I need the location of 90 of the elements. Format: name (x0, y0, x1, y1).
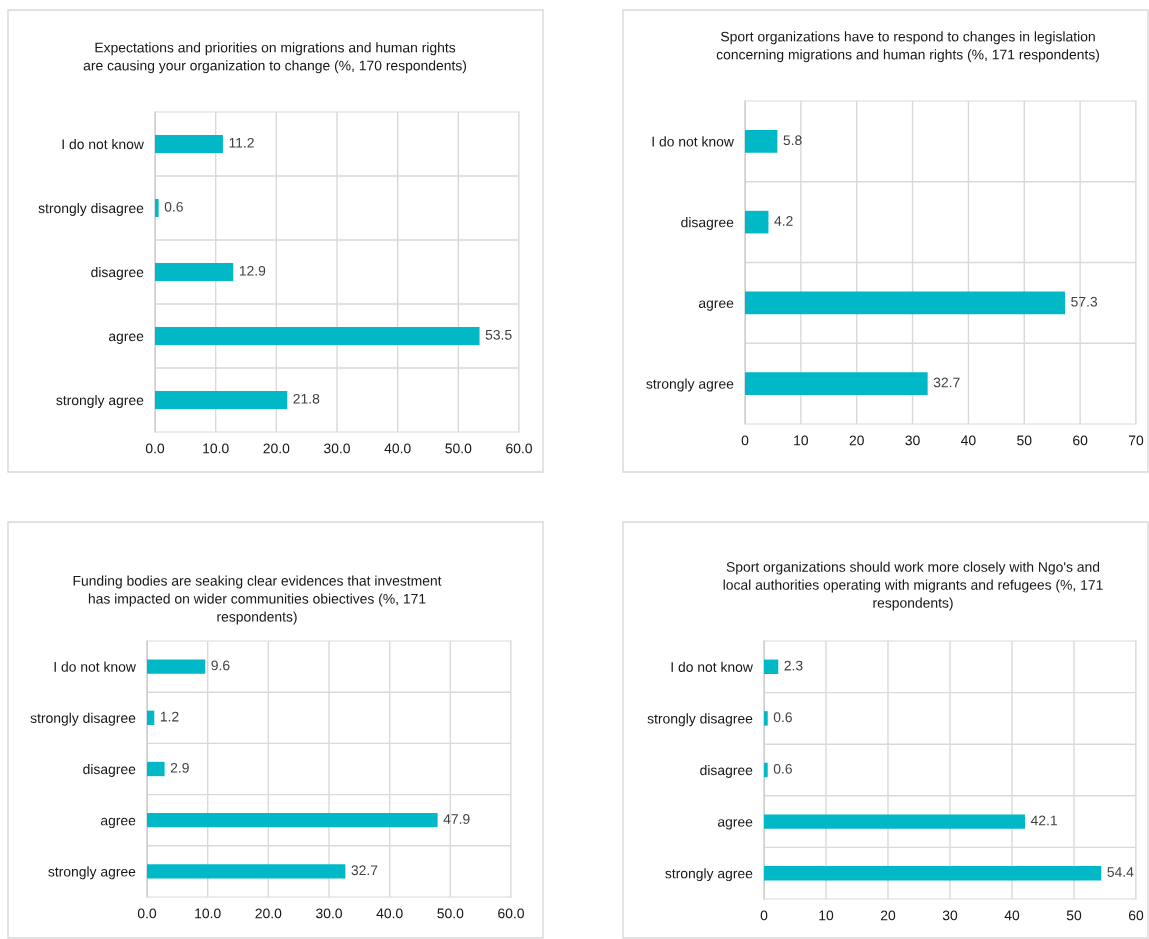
y-tick-label: strongly agree (48, 866, 136, 880)
x-tick-label: 40 (961, 435, 976, 446)
y-tick-label: agree (108, 333, 144, 344)
bar (147, 813, 438, 828)
data-label: 42.1 (1030, 815, 1057, 826)
data-label: 32.7 (933, 377, 960, 388)
x-tick-label: 60.0 (498, 908, 524, 919)
x-tick-label: 30 (942, 910, 958, 921)
data-label: 1.2 (160, 711, 179, 722)
data-label: 12.9 (239, 265, 266, 276)
x-tick-label: 40.0 (376, 908, 403, 919)
data-label: 2.9 (170, 762, 189, 773)
data-label: 0.6 (773, 763, 792, 774)
y-tick-label: disagree (91, 266, 144, 280)
y-tick-label: strongly agree (646, 378, 734, 392)
x-tick-label: 30 (905, 435, 920, 446)
y-tick-label: disagree (83, 763, 136, 777)
x-tick-label: 40 (1004, 910, 1020, 921)
y-tick-label: disagree (700, 764, 753, 778)
x-tick-label: 0.0 (145, 443, 165, 454)
y-tick-label: I do not know (671, 661, 753, 672)
data-label: 54.4 (1107, 867, 1134, 877)
y-tick-label: strongly agree (56, 394, 144, 408)
y-tick-label: I do not know (652, 136, 734, 147)
data-label: 4.2 (774, 216, 793, 226)
x-tick-label: 10 (819, 910, 834, 921)
y-tick-label: agree (717, 819, 753, 830)
chart-title: Sport organizations should work more closely with Ngo's and local authorities operating with migrants and refugees (%, 171 respondents) (723, 561, 1103, 611)
bar (745, 372, 928, 395)
bar (764, 659, 779, 675)
chart-title: Funding bodies are seaking clear evidences that investment has impacted on wider communities obiectives (%, 171 respondents) (73, 575, 442, 625)
y-tick-label: I do not know (54, 661, 136, 672)
data-label: 2.3 (784, 660, 803, 671)
x-tick-label: 20 (849, 435, 864, 446)
x-tick-label: 40.0 (384, 443, 411, 454)
x-tick-label: 0.0 (137, 908, 157, 919)
x-tick-label: 0 (741, 435, 749, 446)
x-tick-label: 50.0 (437, 908, 464, 919)
x-tick-label: 50 (1017, 435, 1032, 446)
x-tick-label: 10.0 (203, 443, 229, 454)
bar (155, 135, 223, 153)
y-tick-label: strongly disagree (30, 712, 136, 726)
x-tick-label: 20 (880, 910, 896, 921)
x-tick-label: 30.0 (316, 908, 342, 919)
x-tick-label: 70 (1128, 435, 1144, 446)
y-tick-label: agree (698, 300, 734, 311)
data-label: 53.5 (485, 329, 512, 340)
x-tick-label: 20.0 (263, 443, 290, 454)
data-label: 5.8 (783, 135, 802, 146)
y-tick-label: agree (100, 817, 136, 829)
y-tick-label: I do not know (62, 138, 144, 150)
y-tick-label: disagree (681, 217, 734, 231)
bar (155, 263, 234, 281)
bar (147, 761, 165, 777)
data-label: 11.2 (229, 137, 254, 148)
bar (155, 199, 159, 217)
bar (764, 865, 1102, 881)
bar (764, 711, 768, 726)
bar (745, 210, 769, 234)
y-tick-label: strongly agree (665, 868, 753, 882)
data-label: 32.7 (351, 865, 378, 876)
x-tick-label: 0 (760, 910, 768, 921)
x-tick-label: 60 (1073, 435, 1088, 446)
bar (155, 327, 480, 345)
bar (764, 762, 768, 778)
bar (147, 659, 206, 674)
data-label: 0.6 (164, 201, 183, 212)
chart-title: Expectations and priorities on migrations and human rights are causing your organization to change (%, 170 respondents) (83, 42, 467, 74)
y-tick-label: strongly disagree (647, 713, 753, 727)
x-tick-label: 60 (1128, 910, 1144, 921)
data-label: 21.8 (293, 393, 320, 404)
x-tick-label: 50 (1066, 910, 1082, 921)
data-label: 0.6 (773, 712, 792, 723)
x-tick-label: 10.0 (195, 908, 221, 919)
data-label: 57.3 (1071, 296, 1098, 307)
x-tick-label: 50.0 (445, 443, 472, 454)
x-tick-label: 30.0 (324, 443, 350, 454)
bar (764, 814, 1026, 829)
bar (745, 291, 1066, 315)
data-label: 47.9 (443, 814, 470, 824)
bar (147, 710, 155, 725)
bar (745, 130, 778, 153)
x-tick-label: 10 (794, 435, 809, 446)
chart-title: Sport organizations have to respond to changes in legislation concerning migrations and human rights (%, 171 respondents) (716, 31, 1099, 63)
y-tick-label: strongly disagree (38, 202, 144, 216)
bar (147, 864, 346, 879)
x-tick-label: 20.0 (255, 908, 282, 919)
bar (155, 391, 288, 409)
data-label: 9.6 (211, 660, 230, 671)
x-tick-label: 60.0 (506, 443, 532, 454)
